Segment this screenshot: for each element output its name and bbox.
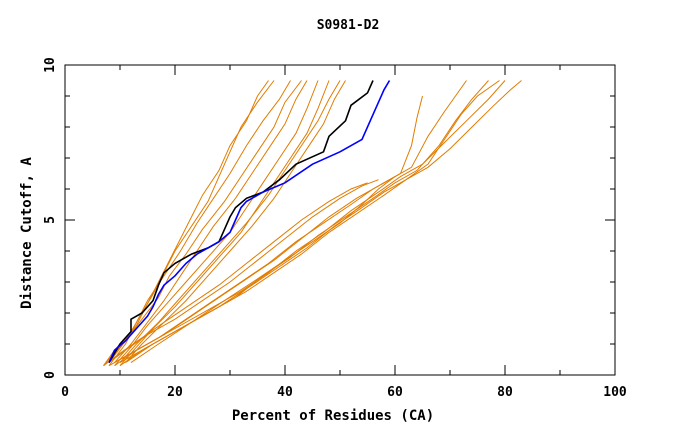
series-line-14 bbox=[108, 176, 396, 367]
y-tick-label: 0 bbox=[43, 371, 58, 379]
chart-title: S0981-D2 bbox=[317, 18, 380, 33]
x-tick-label: 100 bbox=[603, 385, 627, 400]
series-line-15 bbox=[114, 95, 423, 367]
plot-area bbox=[103, 80, 522, 367]
series-line-3 bbox=[103, 80, 269, 367]
axis-ticks: 0 20 40 60 80 100 0 5 10 bbox=[43, 57, 627, 400]
series-line-19 bbox=[125, 80, 500, 364]
series-line-7 bbox=[114, 80, 308, 363]
series-line-1 bbox=[108, 80, 374, 364]
x-tick-label: 80 bbox=[497, 385, 513, 400]
series-line-5 bbox=[108, 80, 291, 367]
series-line-9 bbox=[119, 80, 330, 367]
y-axis-title: Distance Cutoff, A bbox=[19, 157, 35, 309]
y-tick-label: 5 bbox=[43, 216, 58, 224]
y-tick-label: 10 bbox=[43, 57, 58, 73]
series-line-10 bbox=[119, 80, 341, 363]
x-tick-label: 20 bbox=[167, 385, 183, 400]
series-line-13 bbox=[108, 179, 379, 363]
series-line-20 bbox=[130, 80, 467, 364]
series-line-18 bbox=[119, 80, 522, 364]
x-tick-label: 40 bbox=[277, 385, 293, 400]
series-line-6 bbox=[108, 80, 302, 363]
x-tick-label: 0 bbox=[61, 385, 69, 400]
series-line-12 bbox=[103, 182, 368, 367]
series-line-2 bbox=[108, 80, 391, 363]
x-axis-title: Percent of Residues (CA) bbox=[232, 408, 434, 424]
x-tick-label: 60 bbox=[387, 385, 403, 400]
series-line-17 bbox=[114, 80, 506, 364]
